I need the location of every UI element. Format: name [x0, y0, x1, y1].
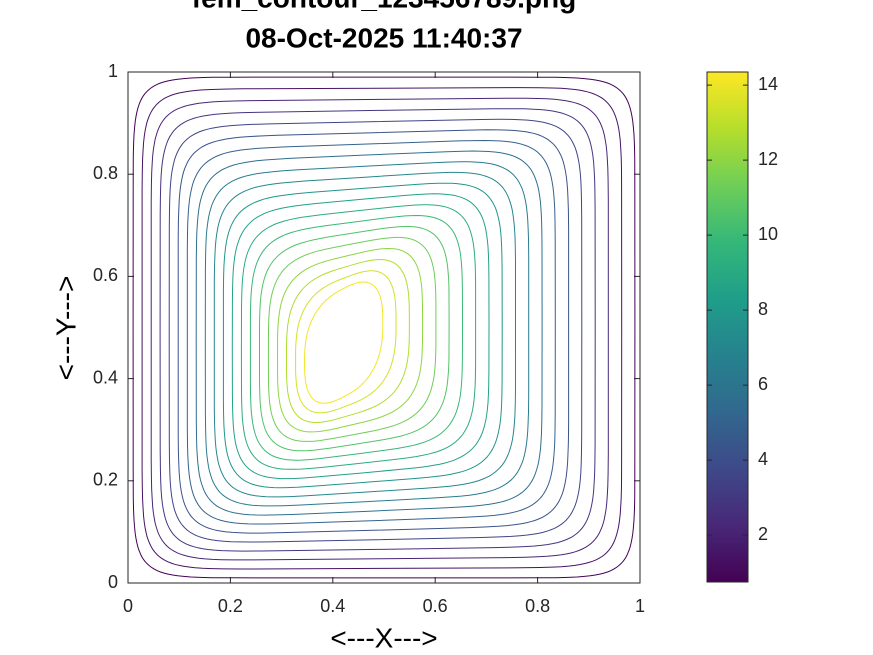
contour-line — [141, 87, 623, 570]
y-tick-label: 0.6 — [93, 265, 118, 285]
colorbar-tick-label: 4 — [758, 449, 768, 469]
contour-line — [259, 226, 450, 452]
contour-line — [204, 161, 530, 507]
contour-line — [267, 236, 437, 442]
x-tick-label: 1 — [635, 596, 645, 616]
contour-line — [195, 150, 543, 516]
contour-line — [303, 281, 384, 404]
y-tick-label: 1 — [108, 61, 118, 81]
x-tick-label: 0.8 — [525, 596, 550, 616]
colorbar-tick-label: 10 — [758, 224, 778, 244]
x-tick-label: 0.4 — [320, 596, 345, 616]
colorbar-tick-label: 14 — [758, 74, 778, 94]
x-tick-label: 0.6 — [423, 596, 448, 616]
y-tick-label: 0 — [108, 572, 118, 592]
x-tick-label: 0.2 — [218, 596, 243, 616]
contour-line — [231, 193, 490, 480]
contour-line — [168, 118, 583, 543]
plot-frame — [127, 71, 641, 584]
colorbar-tick-label: 8 — [758, 299, 768, 319]
contour-line — [159, 108, 596, 552]
x-tick-label: 0 — [123, 596, 133, 616]
chart-title: fem_contour_123456789.png — [192, 0, 576, 13]
colorbar-gradient — [706, 71, 749, 583]
colorbar-tick-label: 12 — [758, 149, 778, 169]
y-tick-label: 0.8 — [93, 163, 118, 183]
y-axis-label: <---Y---> — [50, 276, 81, 381]
y-tick-label: 0.2 — [93, 470, 118, 490]
contour-line — [276, 247, 424, 433]
contour-line — [249, 214, 464, 461]
chart-subtitle: 08-Oct-2025 11:40:37 — [245, 22, 522, 53]
contour-line — [177, 129, 570, 534]
contour-line — [240, 204, 477, 470]
contour-line — [286, 258, 410, 423]
contour-line — [186, 139, 556, 525]
contour-line — [213, 171, 516, 498]
x-axis-label: <---X---> — [330, 622, 437, 653]
contour-line — [222, 182, 503, 489]
colorbar-tick-label: 6 — [758, 374, 768, 394]
y-tick-label: 0.4 — [93, 367, 118, 387]
contour-line — [132, 76, 636, 579]
colorbar-tick-label: 2 — [758, 524, 768, 544]
contour-line — [295, 270, 397, 414]
contour-line — [150, 97, 609, 561]
